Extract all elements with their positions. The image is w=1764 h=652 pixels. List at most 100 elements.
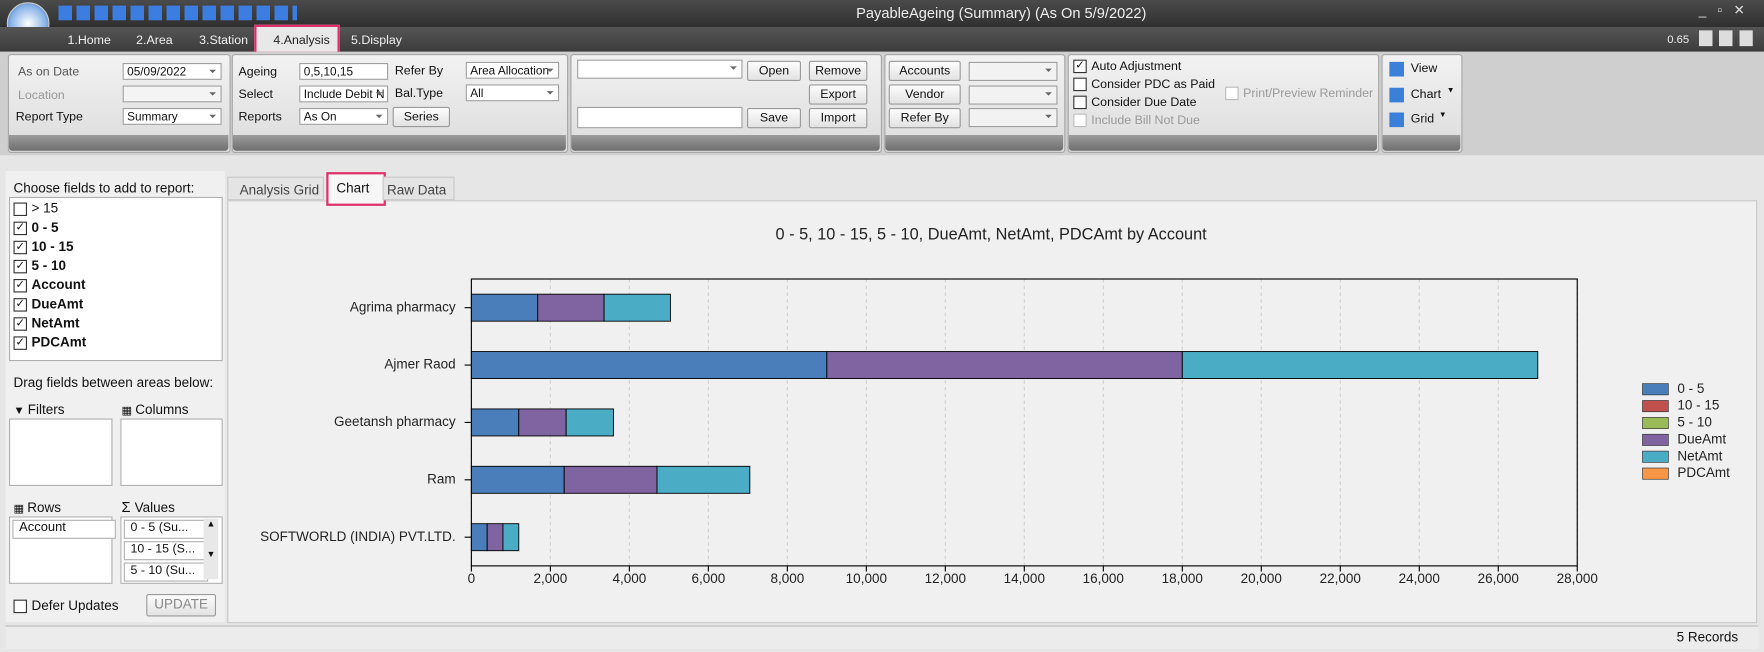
filter-dropdown[interactable] (968, 108, 1058, 128)
layout-dropdown[interactable] (577, 59, 743, 79)
export-button[interactable]: Export (808, 84, 868, 105)
field-label: Select (238, 87, 273, 102)
bar-segment (470, 465, 565, 494)
field-item[interactable]: ✓ DueAmt (13, 296, 83, 312)
checkbox[interactable]: ✓ (13, 240, 27, 255)
x-tick-label: 12,000 (925, 571, 966, 586)
report-tab[interactable]: Chart (336, 180, 370, 196)
option[interactable]: Consider Due Date (1073, 95, 1197, 110)
checkbox[interactable] (13, 202, 27, 216)
field-item[interactable]: ✓ NetAmt (13, 315, 80, 331)
checkbox[interactable] (1225, 86, 1239, 101)
filter-dropdown[interactable] (968, 61, 1058, 81)
import-button[interactable]: Import (808, 108, 868, 129)
field-label: > 15 (31, 200, 59, 216)
layout-name-input[interactable] (577, 106, 743, 129)
field-label: Location (18, 88, 65, 103)
help-icons[interactable] (1698, 30, 1753, 47)
checkbox[interactable] (1073, 77, 1087, 92)
checkbox[interactable]: ✓ (13, 259, 27, 274)
reports-dropdown[interactable]: As On (299, 108, 389, 125)
update-button[interactable]: UPDATE (146, 594, 216, 617)
field-item[interactable]: ✓ 10 - 15 (13, 238, 74, 255)
field-label: Ageing (238, 65, 278, 79)
view-icon (1389, 61, 1404, 77)
vendor-button[interactable]: Vendor (888, 84, 961, 105)
field-item[interactable]: ✓ Account (13, 277, 86, 293)
checkbox[interactable]: ✓ (13, 336, 27, 350)
filters-area[interactable] (9, 418, 113, 486)
menu-tab[interactable]: 1.Home (67, 33, 111, 48)
drag-hint: Drag fields between areas below: (13, 374, 214, 391)
open-button[interactable]: Open (747, 60, 801, 81)
ageing-input[interactable]: 0,5,10,15 (299, 63, 389, 80)
area-title: Rows (27, 499, 62, 516)
scrollbar[interactable]: ▲ ▼ (203, 518, 219, 580)
refer-by-button[interactable]: Refer By (888, 108, 961, 129)
checkbox[interactable]: ✓ (13, 317, 27, 331)
row-field[interactable]: Account (12, 519, 116, 539)
field-label: PDCAmt (31, 334, 87, 350)
view-menu[interactable]: View (1410, 61, 1438, 76)
window-title: PayableAgeing (Summary) (As On 5/9/2022) (856, 4, 1147, 22)
report-tab[interactable]: Raw Data (387, 182, 447, 198)
field-item[interactable]: ✓ PDCAmt (13, 334, 87, 350)
field-list-box (9, 196, 223, 362)
bar-segment (1181, 351, 1539, 380)
legend-swatch (1642, 433, 1669, 446)
field-item[interactable]: > 15 (13, 200, 59, 216)
menu-tab[interactable]: 2.Area (136, 33, 173, 48)
accounts-button[interactable]: Accounts (888, 60, 961, 81)
location-dropdown[interactable] (122, 85, 222, 103)
menu-tab[interactable]: 3.Station (199, 33, 248, 48)
bal-type-dropdown[interactable]: All (465, 84, 560, 102)
x-tick-label: 16,000 (1083, 571, 1124, 586)
print-preview-option[interactable]: Print/Preview Reminder (1225, 87, 1373, 101)
dropdown-arrow: ▼ (1446, 86, 1455, 95)
series-button[interactable]: Series (392, 106, 450, 128)
bar-segment (565, 408, 615, 437)
bar-segment (563, 465, 658, 494)
grid-menu[interactable]: Grid (1410, 112, 1435, 127)
field-item[interactable]: ✓ 0 - 5 (13, 219, 59, 235)
columns-title: ▦ Columns (121, 401, 189, 418)
date-input[interactable]: 05/09/2022 (122, 63, 222, 80)
value-field[interactable]: 10 - 15 (S... (123, 541, 209, 561)
select-dropdown[interactable]: Include Debit N (299, 85, 389, 103)
field-label: 10 - 15 (31, 238, 74, 255)
chart-menu[interactable]: Chart (1410, 87, 1442, 102)
checkbox[interactable]: ✓ (13, 221, 27, 235)
checkbox[interactable] (13, 599, 27, 613)
y-tick-label: Agrima pharmacy (350, 299, 456, 314)
columns-area[interactable] (120, 418, 223, 486)
active-report-tab (326, 172, 386, 206)
checkbox[interactable]: ✓ (13, 278, 27, 293)
defer-updates[interactable]: Defer Updates (13, 597, 119, 613)
option[interactable]: Include Bill Not Due (1073, 114, 1200, 128)
window-controls[interactable]: _▫✕ (1698, 2, 1757, 18)
menu-tab[interactable]: 4.Analysis (273, 33, 330, 48)
bar-segment (518, 408, 567, 437)
value-field[interactable]: 5 - 10 (Su... (123, 562, 209, 582)
remove-button[interactable]: Remove (808, 60, 868, 81)
value-field[interactable]: 0 - 5 (Su... (123, 519, 209, 539)
checkbox[interactable]: ✓ (1073, 59, 1087, 74)
option[interactable]: ✓ Auto Adjustment (1073, 60, 1181, 74)
report-tab[interactable]: Analysis Grid (239, 182, 320, 198)
option[interactable]: Consider PDC as Paid (1073, 78, 1215, 92)
checkbox[interactable] (1073, 95, 1087, 110)
menu-tab[interactable]: 5.Display (351, 33, 402, 48)
refer-by-dropdown[interactable]: Area Allocation (465, 61, 560, 79)
checkbox[interactable] (1073, 113, 1087, 128)
bar-segment (537, 293, 605, 322)
checkbox[interactable]: ✓ (13, 297, 27, 312)
save-button[interactable]: Save (747, 108, 801, 129)
quick-access-toolbar[interactable] (58, 5, 297, 21)
filters-title: ▼ Filters (13, 401, 65, 418)
field-item[interactable]: ✓ 5 - 10 (13, 258, 66, 274)
report-type-dropdown[interactable]: Summary (122, 108, 222, 125)
bar-segment (502, 523, 520, 552)
filter-dropdown[interactable] (968, 85, 1058, 105)
field-label: Refer By (394, 64, 444, 78)
